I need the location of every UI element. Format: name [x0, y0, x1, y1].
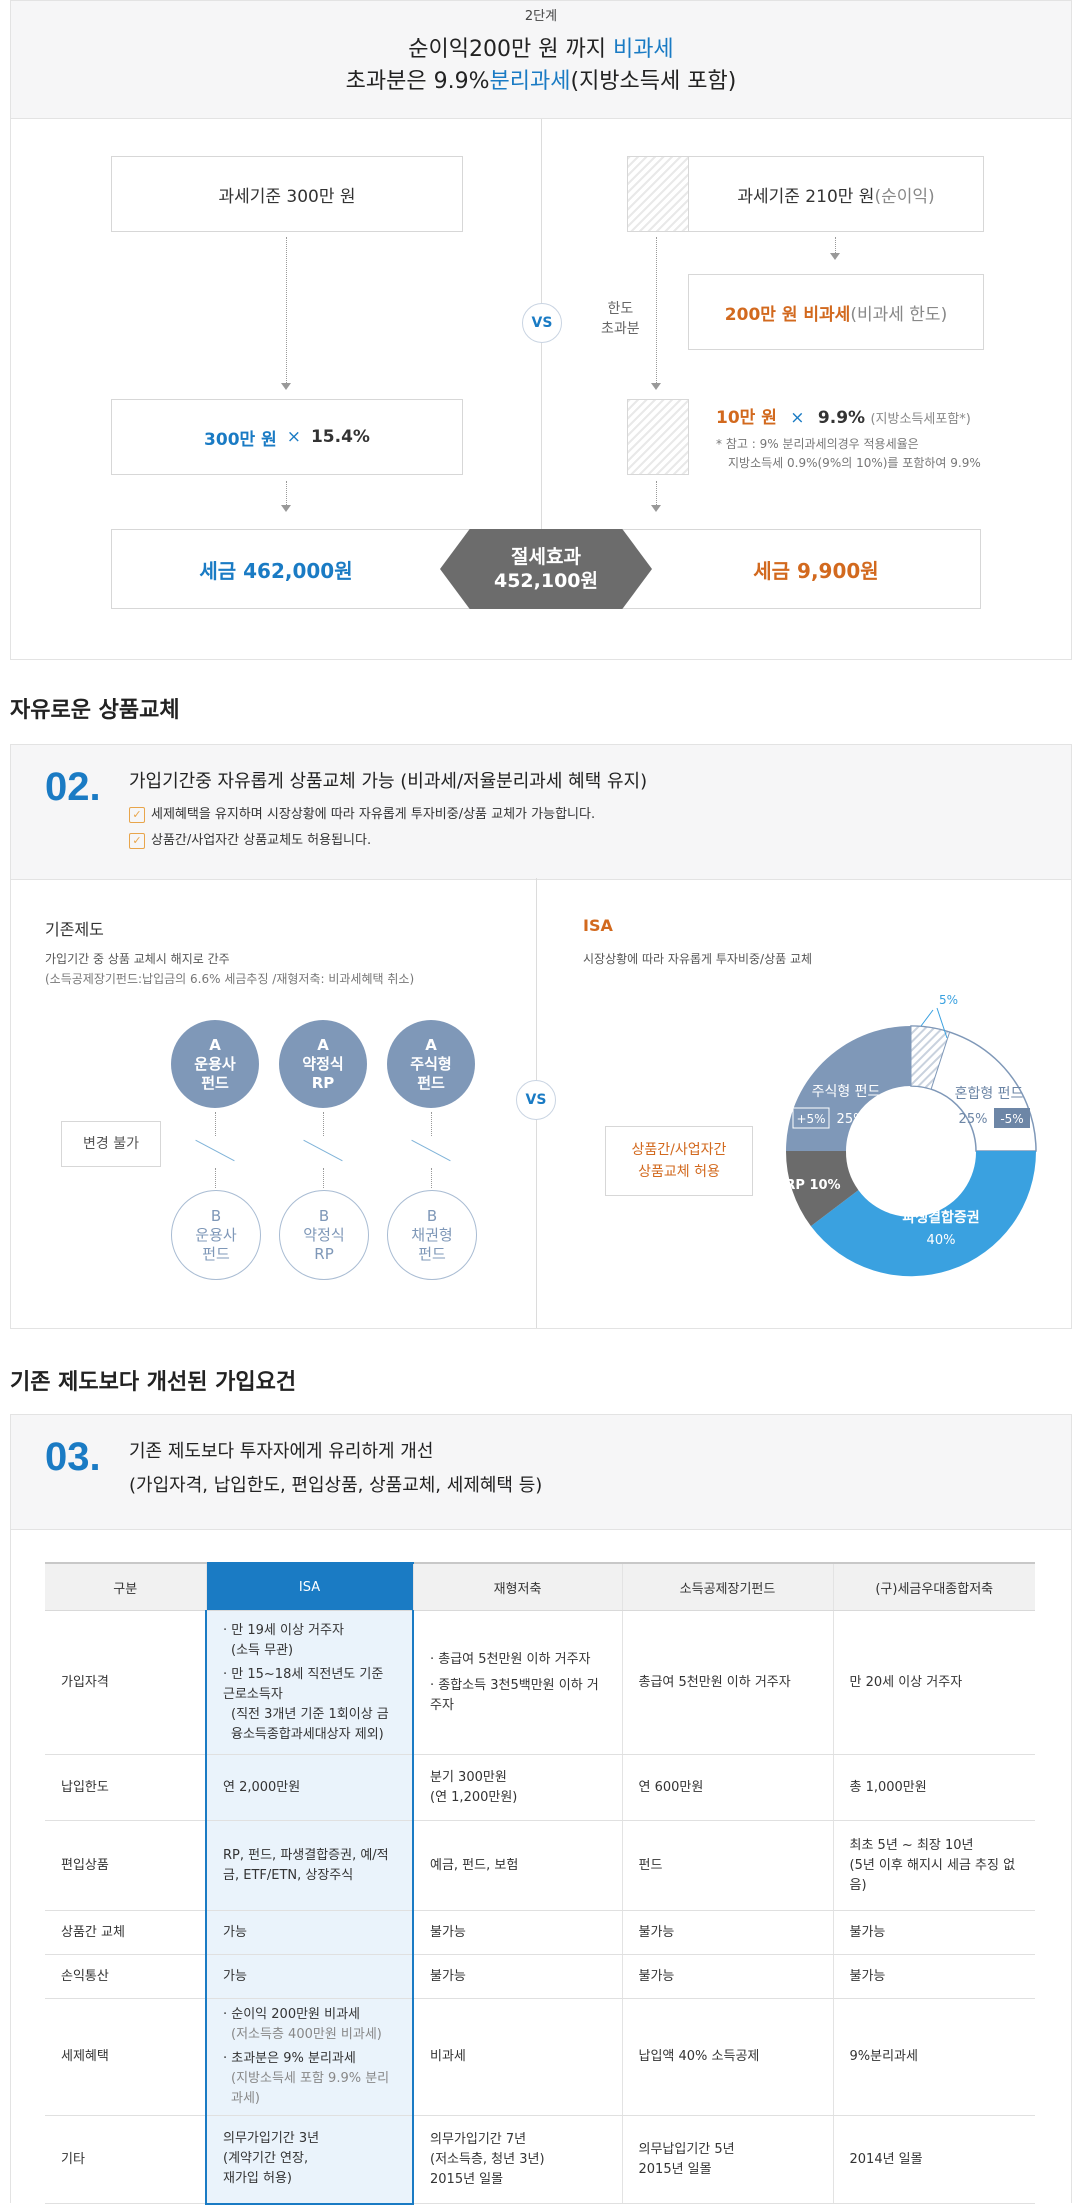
b-bond-fund: B 채권형 펀드 [387, 1190, 477, 1280]
col-header-fund: 소득공제장기펀드 [621, 1562, 833, 1611]
table-row: 상품간 교체 가능 불가능 불가능 불가능 [45, 1910, 1035, 1955]
pie-delta-stock: +5% [796, 1112, 825, 1126]
pie-slice-derivative [810, 1151, 1037, 1277]
feature-title: 기존 제도보다 투자자에게 유리하게 개선 [129, 1441, 434, 1462]
check-icon: ✓ [129, 832, 145, 849]
right-calc-line: 10만 원 × 9.9% (지방소득세포함*) [716, 408, 971, 428]
isa-title: ISA [583, 916, 613, 935]
existing-system-title: 기존제도 [45, 920, 104, 939]
pie-label-mixed: 혼합형 펀드 [955, 1086, 1024, 1102]
a-stock-fund: A 주식형 펀드 [387, 1020, 475, 1108]
excess-hatch [627, 399, 689, 475]
step-label: 2단계 [524, 9, 558, 24]
step2-header: 2단계 순이익200만 원 까지 비과세 초과분은 9.9%분리과세(지방소득세… [10, 0, 1072, 119]
b-fund-manager: B 운용사 펀드 [171, 1190, 261, 1280]
product-switch-diagram: 기존제도 가입기간 중 상품 교체시 해지로 간주 (소득공제장기펀드:납입금의… [10, 878, 1072, 1329]
pie-slice-stock [786, 1026, 911, 1151]
pie-label-derivative: 파생결합증권 [902, 1209, 979, 1226]
table-row: 손익통산 가능 불가능 불가능 불가능 [45, 1954, 1035, 1999]
table-row: 세제혜택 · 순이익 200만원 비과세 (저소득층 400만원 비과세) · … [45, 1998, 1035, 2116]
taxable-hatch [627, 156, 689, 232]
vs-badge-2: VS [516, 1080, 556, 1120]
feature-number: 02. [45, 765, 101, 809]
tax-result-row: 세금 462,000원 절세효과 452,100원 세금 9,900원 [111, 529, 981, 609]
table-row: 납입한도 연 2,000만원 분기 300만원 (연 1,200만원) 연 600… [45, 1754, 1035, 1821]
pie-value-stock: 25% [837, 1112, 866, 1127]
saving-effect-badge: 절세효과 452,100원 [440, 529, 652, 609]
feature-03-header: 03. 기존 제도보다 투자자에게 유리하게 개선 (가입자격, 납입한도, 편… [10, 1414, 1072, 1530]
vs-badge: VS [522, 303, 562, 343]
tax-amount-right: 세금 9,900원 [753, 558, 879, 583]
pie-label-rp: RP 10% [785, 1178, 840, 1193]
pie-delta-mixed: -5% [1000, 1112, 1023, 1126]
pie-label-stock: 주식형 펀드 [812, 1084, 881, 1100]
col-header-savings: 재형저축 [412, 1562, 622, 1611]
step2-headline-1: 순이익200만 원 까지 비과세 [408, 37, 674, 62]
pie-slice-rp [785, 1151, 859, 1227]
col-header-category: 구분 [45, 1562, 206, 1611]
col-header-isa: ISA [205, 1562, 413, 1611]
table-row: 편입상품 RP, 펀드, 파생결합증권, 예/적금, ETF/ETN, 상장주식… [45, 1820, 1035, 1911]
feature-02-header: 02. 가입기간중 자유롭게 상품교체 가능 (비과세/저율분리과세 혜택 유지… [10, 744, 1072, 880]
right-tax-base-box: 과세기준 210만 원 (순이익) [688, 156, 984, 232]
switch-allowed-callout: 상품간/사업자간 상품교체 허용 [605, 1126, 753, 1196]
left-tax-base-box: 과세기준 300만 원 [111, 156, 463, 232]
left-calc-box: 300만 원 × 15.4% [111, 399, 463, 475]
feature-number: 03. [45, 1435, 101, 1479]
b-rp: B 약정식 RP [279, 1190, 369, 1280]
col-header-taxfree: (구)세금우대종합저축 [832, 1562, 1035, 1611]
isa-desc: 시장상황에 따라 자유롭게 투자비중/상품 교체 [583, 952, 813, 966]
section-title-requirements: 기존 제도보다 개선된 가입요건 [10, 1370, 297, 1395]
feature-check-1: ✓ 세제혜택을 유지하며 시장상황에 따라 자유롭게 투자비중/상품 교체가 가능… [129, 803, 595, 823]
step2-headline-2: 초과분은 9.9%분리과세(지방소득세 포함) [345, 69, 737, 94]
section-title-product-switch: 자유로운 상품교체 [10, 698, 180, 723]
table-header-row: 구분 ISA 재형저축 소득공제장기펀드 (구)세금우대종합저축 [45, 1562, 1035, 1611]
comparison-table: 구분 ISA 재형저축 소득공제장기펀드 (구)세금우대종합저축 가입자격 · … [45, 1562, 1035, 2205]
existing-system-desc-1: 가입기간 중 상품 교체시 해지로 간주 [45, 952, 230, 966]
isa-allocation-donut: 5% 주식형 펀드 +5% 25% 혼합형 펀드 25% -5% RP 10% … [785, 993, 1037, 1277]
feature-subtitle: (가입자격, 납입한도, 편입상품, 상품교체, 세제혜택 등) [129, 1475, 543, 1496]
tax-comparison-diagram: 과세기준 300만 원 300만 원 × 15.4% VS 과세기준 210만 … [10, 118, 1072, 660]
a-fund-manager: A 운용사 펀드 [171, 1020, 259, 1108]
limit-excess-label: 한도 초과분 [601, 301, 640, 337]
tax-amount-left: 세금 462,000원 [199, 558, 353, 583]
table-row: 가입자격 · 만 19세 이상 거주자 (소득 무관) · 만 15~18세 직… [45, 1610, 1035, 1755]
pie-value-mixed: 25% [959, 1112, 988, 1127]
no-change-callout: 변경 불가 [61, 1121, 161, 1167]
pie-value-derivative: 40% [927, 1233, 956, 1248]
exempt-limit-box: 200만 원 비과세 (비과세 한도) [688, 274, 984, 350]
feature-check-2: ✓ 상품간/사업자간 상품교체도 허용됩니다. [129, 829, 371, 849]
pie-shift-label: 5% [939, 993, 958, 1007]
pie-slice-shift [910, 1025, 951, 1090]
existing-system-desc-2: (소득공제장기펀드:납입금의 6.6% 세금추징 /재형저축: 비과세혜택 취소… [45, 972, 415, 986]
tax-note: * 참고 : 9% 분리과세의경우 적용세율은 지방소득세 0.9%(9%의 1… [716, 437, 981, 470]
feature-title: 가입기간중 자유롭게 상품교체 가능 (비과세/저율분리과세 혜택 유지) [129, 771, 648, 792]
a-rp: A 약정식 RP [279, 1020, 367, 1108]
check-icon: ✓ [129, 806, 145, 823]
requirements-panel [10, 1528, 1072, 2203]
table-row: 기타 의무가입기간 3년 (계약기간 연장, 재가입 허용) 의무가입기간 7년… [45, 2115, 1035, 2205]
